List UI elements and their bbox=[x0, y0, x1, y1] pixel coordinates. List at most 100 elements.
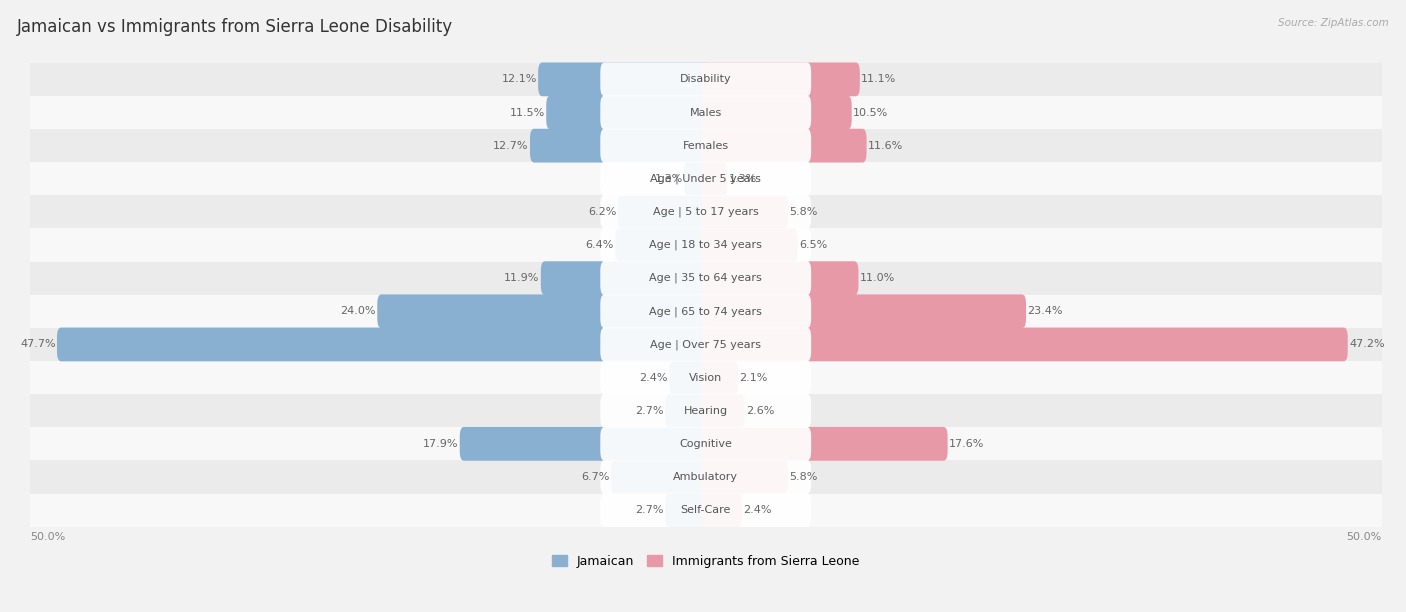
Text: 2.1%: 2.1% bbox=[740, 373, 768, 382]
Text: 50.0%: 50.0% bbox=[30, 532, 65, 542]
Text: 47.2%: 47.2% bbox=[1350, 340, 1385, 349]
Text: 2.4%: 2.4% bbox=[744, 505, 772, 515]
FancyBboxPatch shape bbox=[600, 493, 811, 527]
Bar bbox=[30, 228, 1382, 261]
Text: 47.7%: 47.7% bbox=[20, 340, 56, 349]
FancyBboxPatch shape bbox=[541, 261, 710, 295]
FancyBboxPatch shape bbox=[617, 195, 710, 229]
FancyBboxPatch shape bbox=[600, 394, 811, 428]
FancyBboxPatch shape bbox=[612, 460, 710, 494]
Text: Cognitive: Cognitive bbox=[679, 439, 733, 449]
FancyBboxPatch shape bbox=[600, 62, 811, 96]
FancyBboxPatch shape bbox=[377, 294, 710, 328]
Text: 6.7%: 6.7% bbox=[582, 472, 610, 482]
Bar bbox=[30, 328, 1382, 361]
Text: 17.6%: 17.6% bbox=[949, 439, 984, 449]
FancyBboxPatch shape bbox=[702, 62, 860, 96]
Bar bbox=[30, 427, 1382, 460]
Text: 5.8%: 5.8% bbox=[790, 472, 818, 482]
FancyBboxPatch shape bbox=[600, 327, 811, 361]
FancyBboxPatch shape bbox=[665, 493, 710, 527]
FancyBboxPatch shape bbox=[600, 228, 811, 262]
Text: 10.5%: 10.5% bbox=[853, 108, 889, 118]
Bar bbox=[30, 129, 1382, 162]
FancyBboxPatch shape bbox=[702, 427, 948, 461]
FancyBboxPatch shape bbox=[600, 427, 811, 461]
Text: 6.2%: 6.2% bbox=[588, 207, 616, 217]
FancyBboxPatch shape bbox=[702, 162, 727, 196]
FancyBboxPatch shape bbox=[600, 261, 811, 295]
FancyBboxPatch shape bbox=[58, 327, 710, 361]
Text: Source: ZipAtlas.com: Source: ZipAtlas.com bbox=[1278, 18, 1389, 28]
Text: Self-Care: Self-Care bbox=[681, 505, 731, 515]
Text: 6.5%: 6.5% bbox=[799, 240, 827, 250]
Text: Males: Males bbox=[689, 108, 721, 118]
FancyBboxPatch shape bbox=[702, 460, 789, 494]
Text: 5.8%: 5.8% bbox=[790, 207, 818, 217]
FancyBboxPatch shape bbox=[616, 228, 710, 262]
FancyBboxPatch shape bbox=[530, 129, 710, 163]
FancyBboxPatch shape bbox=[600, 129, 811, 163]
FancyBboxPatch shape bbox=[702, 327, 1348, 361]
FancyBboxPatch shape bbox=[600, 195, 811, 229]
FancyBboxPatch shape bbox=[702, 294, 1026, 328]
Text: 11.6%: 11.6% bbox=[868, 141, 903, 151]
Text: 11.5%: 11.5% bbox=[509, 108, 546, 118]
FancyBboxPatch shape bbox=[600, 95, 811, 129]
Bar bbox=[30, 460, 1382, 493]
Text: 1.3%: 1.3% bbox=[728, 174, 756, 184]
FancyBboxPatch shape bbox=[685, 162, 710, 196]
Bar bbox=[30, 361, 1382, 394]
Bar bbox=[30, 261, 1382, 295]
Text: 24.0%: 24.0% bbox=[340, 307, 375, 316]
Text: Age | Over 75 years: Age | Over 75 years bbox=[650, 339, 761, 349]
Text: Ambulatory: Ambulatory bbox=[673, 472, 738, 482]
Text: Females: Females bbox=[683, 141, 728, 151]
Text: 2.4%: 2.4% bbox=[640, 373, 668, 382]
Text: 1.3%: 1.3% bbox=[655, 174, 683, 184]
FancyBboxPatch shape bbox=[460, 427, 710, 461]
Bar bbox=[30, 162, 1382, 195]
Text: 12.1%: 12.1% bbox=[502, 75, 537, 84]
Text: 2.6%: 2.6% bbox=[747, 406, 775, 416]
Text: 6.4%: 6.4% bbox=[585, 240, 614, 250]
FancyBboxPatch shape bbox=[665, 394, 710, 428]
FancyBboxPatch shape bbox=[547, 95, 710, 129]
FancyBboxPatch shape bbox=[600, 162, 811, 196]
Bar bbox=[30, 96, 1382, 129]
Text: Age | 5 to 17 years: Age | 5 to 17 years bbox=[652, 207, 759, 217]
Text: 2.7%: 2.7% bbox=[636, 406, 664, 416]
Bar bbox=[30, 195, 1382, 228]
FancyBboxPatch shape bbox=[702, 261, 859, 295]
FancyBboxPatch shape bbox=[600, 294, 811, 328]
FancyBboxPatch shape bbox=[702, 195, 789, 229]
Bar bbox=[30, 63, 1382, 96]
Text: 12.7%: 12.7% bbox=[494, 141, 529, 151]
Text: Age | 18 to 34 years: Age | 18 to 34 years bbox=[650, 240, 762, 250]
Text: 11.9%: 11.9% bbox=[505, 273, 540, 283]
Text: 17.9%: 17.9% bbox=[423, 439, 458, 449]
FancyBboxPatch shape bbox=[600, 460, 811, 494]
Text: Age | Under 5 years: Age | Under 5 years bbox=[651, 174, 761, 184]
FancyBboxPatch shape bbox=[702, 360, 738, 395]
Legend: Jamaican, Immigrants from Sierra Leone: Jamaican, Immigrants from Sierra Leone bbox=[547, 550, 865, 573]
Text: Age | 65 to 74 years: Age | 65 to 74 years bbox=[650, 306, 762, 316]
Text: 11.1%: 11.1% bbox=[860, 75, 897, 84]
Text: 2.7%: 2.7% bbox=[636, 505, 664, 515]
Text: 11.0%: 11.0% bbox=[860, 273, 896, 283]
Text: 50.0%: 50.0% bbox=[1347, 532, 1382, 542]
FancyBboxPatch shape bbox=[538, 62, 710, 96]
FancyBboxPatch shape bbox=[702, 95, 852, 129]
FancyBboxPatch shape bbox=[702, 129, 866, 163]
Bar bbox=[30, 295, 1382, 328]
Bar bbox=[30, 493, 1382, 527]
Text: Vision: Vision bbox=[689, 373, 723, 382]
Text: Hearing: Hearing bbox=[683, 406, 728, 416]
Bar bbox=[30, 394, 1382, 427]
Text: Age | 35 to 64 years: Age | 35 to 64 years bbox=[650, 273, 762, 283]
FancyBboxPatch shape bbox=[702, 493, 742, 527]
FancyBboxPatch shape bbox=[702, 394, 745, 428]
FancyBboxPatch shape bbox=[702, 228, 797, 262]
FancyBboxPatch shape bbox=[669, 360, 710, 395]
Text: Disability: Disability bbox=[681, 75, 731, 84]
